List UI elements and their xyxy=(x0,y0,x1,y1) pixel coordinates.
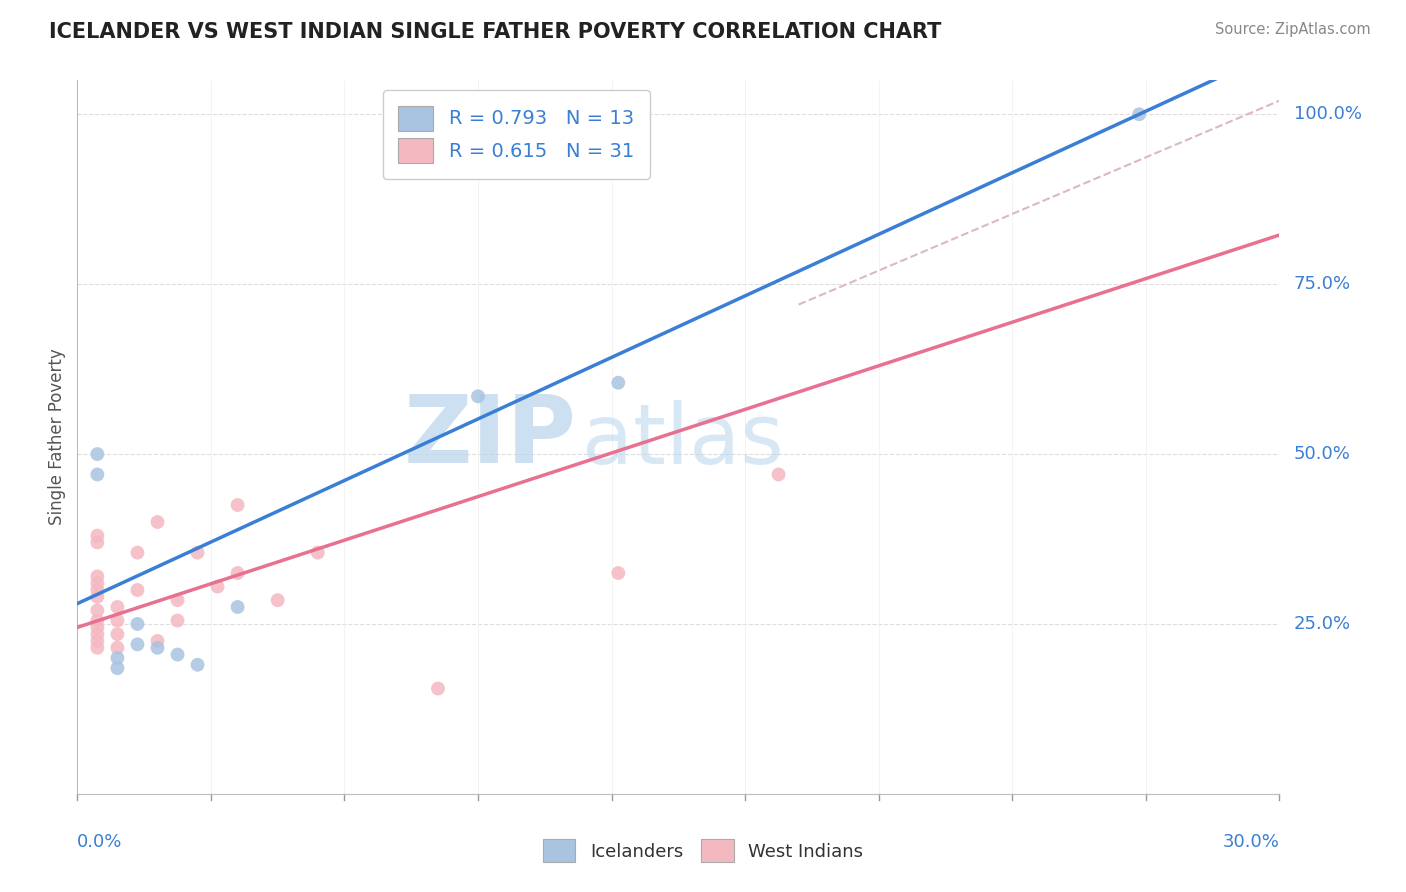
Point xyxy=(186,657,209,672)
Point xyxy=(86,576,108,591)
Point xyxy=(107,614,129,628)
Point xyxy=(86,569,108,583)
Point xyxy=(107,599,129,614)
Text: 50.0%: 50.0% xyxy=(1294,445,1351,463)
Point xyxy=(226,599,249,614)
Point xyxy=(166,593,188,607)
Point xyxy=(146,515,169,529)
Point xyxy=(86,627,108,641)
Text: 75.0%: 75.0% xyxy=(1294,275,1351,293)
Legend: Icelanders, West Indians: Icelanders, West Indians xyxy=(536,832,870,870)
Text: 25.0%: 25.0% xyxy=(1294,615,1351,633)
Point xyxy=(607,566,630,580)
Point xyxy=(86,582,108,597)
Point xyxy=(86,535,108,549)
Point xyxy=(427,681,450,696)
Point xyxy=(768,467,790,482)
Point xyxy=(107,661,129,675)
Point xyxy=(127,582,149,597)
Point xyxy=(86,528,108,542)
Legend: R = 0.793   N = 13, R = 0.615   N = 31: R = 0.793 N = 13, R = 0.615 N = 31 xyxy=(382,90,650,179)
Point xyxy=(207,580,229,594)
Point xyxy=(86,467,108,482)
Point xyxy=(166,648,188,662)
Point xyxy=(166,614,188,628)
Point xyxy=(226,498,249,512)
Point xyxy=(146,640,169,655)
Point xyxy=(186,546,209,560)
Point xyxy=(267,593,290,607)
Point xyxy=(607,376,630,390)
Point xyxy=(107,651,129,665)
Text: ZIP: ZIP xyxy=(404,391,576,483)
Point xyxy=(86,590,108,604)
Point xyxy=(127,546,149,560)
Point xyxy=(86,640,108,655)
Y-axis label: Single Father Poverty: Single Father Poverty xyxy=(48,349,66,525)
Point xyxy=(107,627,129,641)
Point xyxy=(127,637,149,651)
Point xyxy=(307,546,329,560)
Text: Source: ZipAtlas.com: Source: ZipAtlas.com xyxy=(1215,22,1371,37)
Point xyxy=(86,620,108,634)
Text: 30.0%: 30.0% xyxy=(1223,833,1279,851)
Text: atlas: atlas xyxy=(582,401,785,481)
Point xyxy=(226,566,249,580)
Point xyxy=(127,617,149,632)
Text: 0.0%: 0.0% xyxy=(77,833,122,851)
Point xyxy=(86,634,108,648)
Point xyxy=(86,614,108,628)
Text: 100.0%: 100.0% xyxy=(1294,105,1362,123)
Point xyxy=(1128,107,1150,121)
Point xyxy=(146,634,169,648)
Text: ICELANDER VS WEST INDIAN SINGLE FATHER POVERTY CORRELATION CHART: ICELANDER VS WEST INDIAN SINGLE FATHER P… xyxy=(49,22,942,42)
Point xyxy=(86,447,108,461)
Point xyxy=(107,640,129,655)
Point xyxy=(467,389,489,403)
Point xyxy=(86,603,108,617)
